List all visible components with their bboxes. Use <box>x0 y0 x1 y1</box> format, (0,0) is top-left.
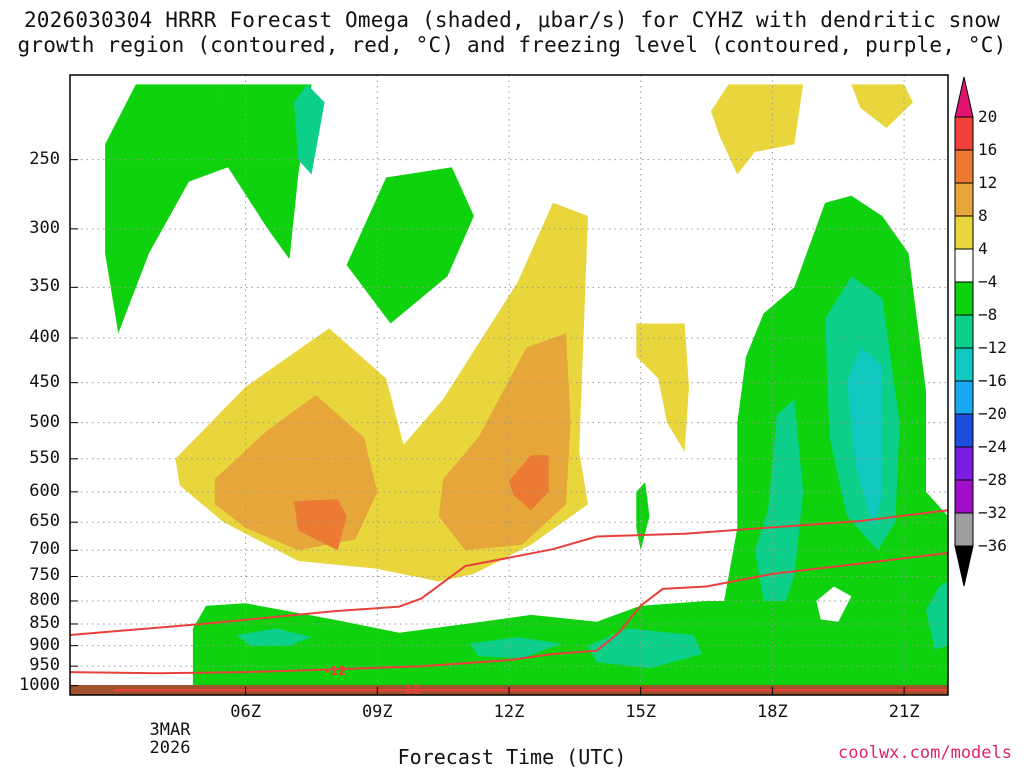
colorbar-swatch <box>954 116 974 151</box>
colorbar-swatch <box>954 281 974 316</box>
omega-region-yellow-upper-right <box>710 84 804 175</box>
dgz-contour-line-lower <box>69 552 949 675</box>
colorbar-tick-label: −20 <box>978 404 1007 423</box>
omega-region-yellow-mid-right <box>636 323 689 452</box>
colorbar-tick-label: −4 <box>978 272 998 291</box>
x-tick-label: 18Z <box>757 702 788 722</box>
chart-title-line1: 2026030304 HRRR Forecast Omega (shaded, … <box>23 8 1001 32</box>
omega-region-yellow-upper-far-right <box>851 84 913 128</box>
x-axis-title: Forecast Time (UTC) <box>397 745 627 769</box>
y-tick-label: 1000 <box>19 674 60 695</box>
y-tick-label: 550 <box>29 447 60 468</box>
y-tick-label: 900 <box>29 634 60 655</box>
colorbar-tick-label: −12 <box>978 338 1007 357</box>
x-tick-label: 21Z <box>888 702 920 722</box>
y-tick-label: 850 <box>29 612 60 633</box>
colorbar-swatch <box>954 182 974 217</box>
dgz-contour-line-upper <box>69 509 949 636</box>
omega-region-teal-upper-left <box>293 84 325 175</box>
omega-region-white-gap-right <box>816 586 852 622</box>
y-tick-label: 700 <box>29 539 60 560</box>
y-tick-label: 300 <box>29 217 60 238</box>
x-date-year: 2026 <box>149 738 191 758</box>
omega-region-cyan-right <box>847 347 883 528</box>
colorbar-swatch <box>954 413 974 448</box>
colorbar-bottom-arrow <box>954 545 974 587</box>
dgz-contour-label: -12 <box>325 664 347 678</box>
colorbar-tick-label: −8 <box>978 305 998 324</box>
omega-region-green-upper-mid <box>346 167 474 324</box>
colorbar-tick-label: −28 <box>978 470 1007 489</box>
colorbar-swatch <box>954 380 974 415</box>
colorbar-swatch <box>954 248 974 283</box>
x-tick-label: 15Z <box>625 702 657 722</box>
x-tick-label: 06Z <box>230 702 261 722</box>
omega-region-green-sliver <box>636 482 650 551</box>
y-tick-label: 800 <box>29 589 60 610</box>
colorbar-tick-label: −24 <box>978 437 1007 456</box>
x-tick-label: 12Z <box>493 702 525 722</box>
colorbar-swatch <box>954 512 974 547</box>
colorbar-tick-label: 8 <box>978 206 988 225</box>
colorbar-swatch <box>954 149 974 184</box>
y-tick-label: 600 <box>29 480 60 501</box>
omega-region-green-upper-left <box>105 84 224 334</box>
colorbar-swatch <box>954 314 974 349</box>
omega-region-teal-lower-1 <box>236 628 312 646</box>
y-tick-label: 450 <box>29 371 60 392</box>
y-tick-label: 250 <box>29 148 60 169</box>
y-tick-label: 400 <box>29 326 60 347</box>
chart-title-line2: growth region (contoured, red, °C) and f… <box>17 33 1007 57</box>
colorbar-tick-label: −36 <box>978 536 1007 555</box>
credit-link[interactable]: coolwx.com/models <box>838 743 1012 763</box>
colorbar-tick-label: −16 <box>978 371 1007 390</box>
colorbar-swatch <box>954 347 974 382</box>
colorbar-tick-label: 4 <box>978 239 988 258</box>
omega-region-teal-far-right <box>926 581 948 650</box>
y-tick-label: 950 <box>29 655 60 676</box>
omega-region-teal-lower-3 <box>588 628 703 669</box>
omega-region-teal-lower-2 <box>469 637 562 659</box>
colorbar-top-arrow <box>954 76 974 118</box>
colorbar-tick-label: −32 <box>978 503 1007 522</box>
y-tick-label: 500 <box>29 411 60 432</box>
colorbar-swatch <box>954 215 974 250</box>
colorbar-tick-label: 20 <box>978 107 998 126</box>
colorbar-tick-label: 16 <box>978 140 998 159</box>
omega-region-red-right <box>509 455 549 511</box>
colorbar-tick-label: 12 <box>978 173 998 192</box>
dgz-contour-label: -12 <box>399 683 421 697</box>
omega-region-red-left <box>293 499 347 551</box>
x-tick-label: 09Z <box>361 702 393 722</box>
colorbar-swatch <box>954 479 974 514</box>
y-tick-label: 750 <box>29 565 60 586</box>
y-tick-label: 350 <box>29 276 60 297</box>
omega-region-green-upper-left-2 <box>188 84 312 260</box>
y-tick-label: 650 <box>29 511 60 532</box>
x-date-day: 3MAR <box>149 720 191 740</box>
colorbar-swatch <box>954 446 974 481</box>
